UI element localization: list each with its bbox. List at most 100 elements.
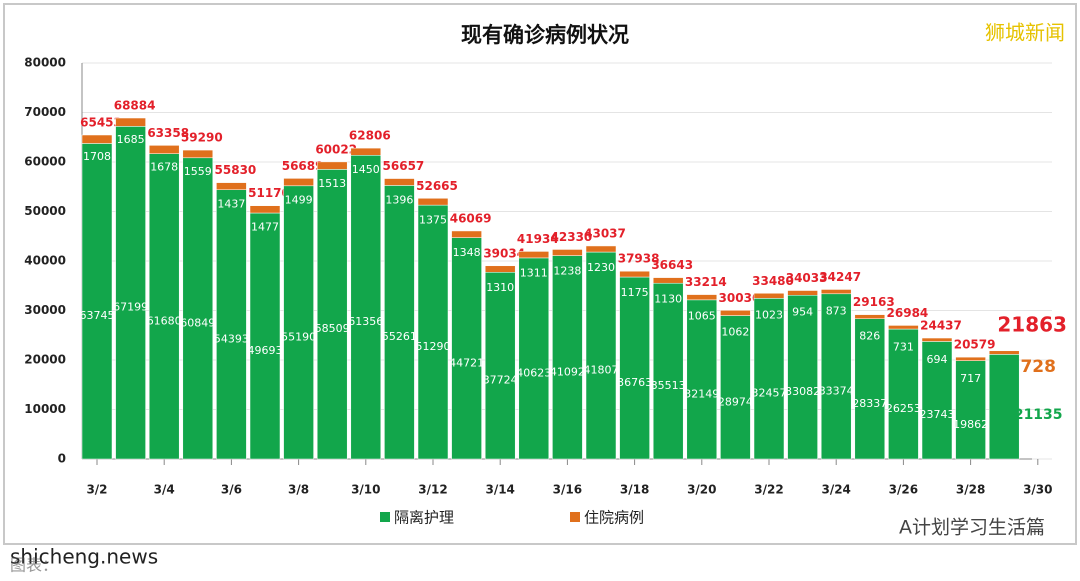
value-label: 1310 [486, 281, 514, 294]
value-label: 23743 [920, 408, 955, 421]
value-label: 61356 [348, 315, 383, 328]
total-label: 59290 [181, 131, 223, 145]
x-tick-label: 3/30 [1023, 483, 1052, 497]
bar-segment [753, 293, 785, 299]
bar-segment [451, 230, 482, 238]
value-label: 1062 [721, 325, 749, 338]
bar-segment [417, 204, 449, 460]
value-label: 55261 [382, 330, 417, 343]
total-label: 37938 [618, 252, 660, 266]
x-tick-label: 3/26 [889, 483, 918, 497]
y-tick-label: 60000 [24, 155, 66, 169]
bar-segment [350, 147, 382, 156]
value-label: 49693 [248, 344, 283, 357]
value-label: 28337 [852, 397, 887, 410]
y-tick-label: 0 [58, 452, 66, 466]
bar-segment [854, 314, 886, 319]
x-tick-label: 3/14 [485, 483, 514, 497]
value-label: 1450 [352, 163, 380, 176]
value-label: 32149 [684, 387, 719, 400]
bar-segment [888, 328, 919, 460]
total-label: 24437 [920, 319, 962, 333]
total-label: 36643 [651, 258, 693, 272]
y-tick-label: 20000 [24, 353, 66, 367]
y-tick-label: 30000 [24, 303, 66, 317]
y-tick-label: 10000 [24, 402, 66, 416]
value-label: 1437 [217, 198, 245, 211]
bar-segment [753, 298, 785, 460]
x-tick-label: 3/8 [288, 483, 309, 497]
bar-segment [787, 290, 818, 296]
value-label: 1065 [688, 310, 716, 323]
bar-segment [283, 185, 314, 460]
x-tick-label: 3/6 [221, 483, 242, 497]
bar-segment [384, 185, 415, 460]
total-label: 41934 [517, 232, 559, 246]
source: 图表： [10, 556, 58, 575]
x-tick-label: 3/28 [956, 483, 985, 497]
bar-segment [619, 270, 650, 278]
value-label: 21135 [1014, 407, 1063, 423]
total-label: 29163 [853, 295, 895, 309]
value-label: 826 [859, 330, 880, 343]
value-label: 717 [960, 372, 981, 385]
x-tick-label: 3/22 [754, 483, 783, 497]
bar-segment [316, 161, 348, 170]
value-label: 1685 [117, 133, 145, 146]
bar-segment [820, 293, 852, 460]
bar-segment [988, 350, 1020, 355]
value-label: 694 [927, 353, 948, 366]
value-label: 41092 [550, 365, 585, 378]
bar-segment [350, 155, 382, 460]
legend-swatch [570, 512, 580, 522]
total-label: 30036 [719, 291, 761, 305]
x-tick-label: 3/2 [86, 483, 107, 497]
legend-swatch [380, 512, 390, 522]
bar-segment [148, 153, 180, 460]
value-label: 35513 [651, 379, 686, 392]
value-label: 1678 [150, 160, 178, 173]
value-label: 1375 [419, 213, 447, 226]
bar-segment [81, 143, 113, 460]
bar-segment [787, 294, 818, 460]
value-label: 1477 [251, 221, 279, 234]
value-label: 55190 [281, 330, 316, 343]
value-label: 44721 [449, 356, 484, 369]
total-label: 43037 [584, 226, 626, 240]
value-label: 28974 [718, 395, 753, 408]
bar-segment [686, 299, 718, 460]
bar-segment [854, 318, 886, 460]
value-label: 32457 [752, 387, 787, 400]
value-label: 1513 [318, 177, 346, 190]
total-label: 33480 [752, 274, 794, 288]
total-label: 52665 [416, 179, 458, 193]
value-label: 67199 [113, 301, 148, 314]
value-label: 37724 [483, 374, 518, 387]
bar-segment [552, 255, 583, 460]
bar-segment [921, 337, 953, 342]
value-label: 1311 [520, 266, 548, 279]
bar-segment [148, 145, 180, 154]
value-label: 873 [826, 304, 847, 317]
x-tick-label: 3/18 [620, 483, 649, 497]
total-label: 60022 [315, 142, 357, 156]
total-label: 20579 [954, 338, 996, 352]
bar-segment [921, 341, 953, 460]
bar-segment [652, 277, 684, 284]
bar-segment [820, 289, 852, 295]
bar-segment [451, 237, 482, 460]
bar-segment [988, 354, 1020, 460]
value-label: 1396 [385, 194, 413, 207]
total-label: 33214 [685, 275, 727, 289]
total-label: 34033 [786, 271, 828, 285]
value-label: 1130 [654, 293, 682, 306]
value-label: 61680 [147, 314, 182, 327]
value-label: 60849 [180, 316, 215, 329]
bar-segment [518, 251, 550, 259]
total-label: 63358 [147, 126, 189, 140]
value-label: 1238 [553, 264, 581, 277]
total-label: 55830 [215, 163, 257, 177]
value-label: 41807 [584, 364, 619, 377]
total-label: 65453 [80, 116, 122, 130]
